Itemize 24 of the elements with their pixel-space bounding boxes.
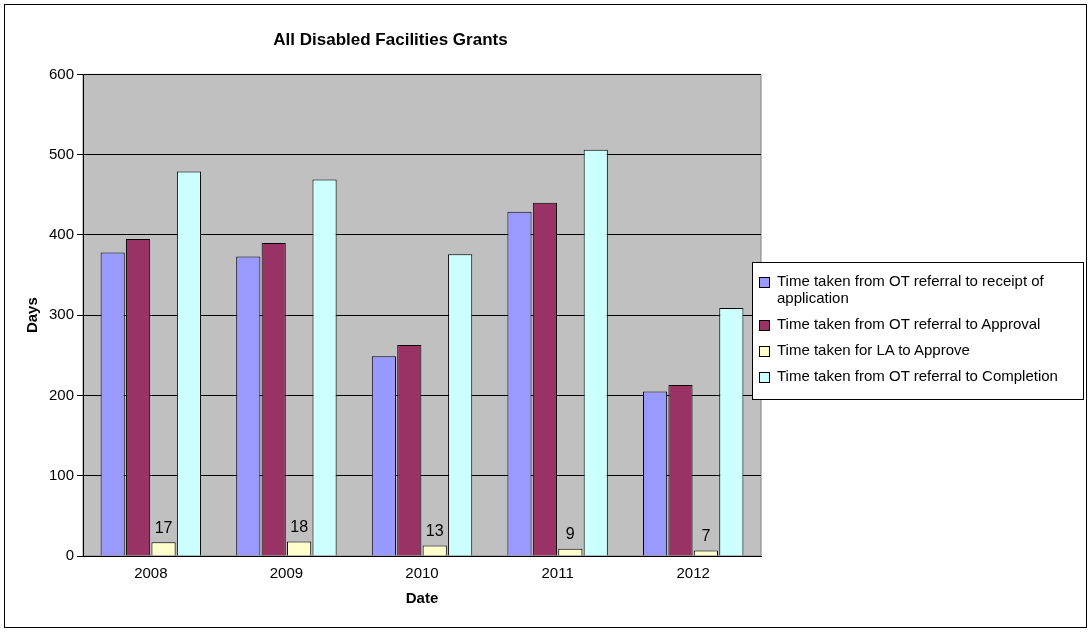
y-tick-label: 200 [49, 385, 75, 403]
y-tick-label: 0 [65, 546, 75, 564]
data-label: 13 [425, 521, 444, 539]
y-axis-title: Days [23, 297, 41, 334]
legend-label: Time taken for LA to Approve [777, 341, 970, 358]
data-label: 17 [154, 518, 173, 536]
x-tick-label: 2009 [269, 564, 304, 582]
y-tick-label: 500 [49, 144, 75, 162]
x-tick-label: 2011 [541, 564, 574, 582]
chart-title: All Disabled Facilities Grants [273, 29, 508, 49]
x-tick-label: 2012 [676, 564, 710, 582]
y-tick-label: 600 [49, 64, 75, 82]
legend-label: Time taken from OT referral to Completion [777, 367, 1058, 384]
legend-label: Time taken from OT referral to receipt of application [777, 272, 1045, 306]
legend-label: Time taken from OT referral to Approval [777, 315, 1041, 332]
y-tick-label: 400 [49, 225, 75, 243]
data-label: 18 [290, 517, 309, 535]
x-tick-label: 2008 [134, 564, 168, 582]
data-label: 7 [701, 526, 711, 544]
x-axis-title: Date [405, 589, 439, 607]
y-tick-label: 100 [49, 465, 75, 483]
y-tick-label: 300 [49, 305, 75, 323]
data-label: 9 [565, 525, 575, 543]
x-tick-label: 2010 [405, 564, 439, 582]
